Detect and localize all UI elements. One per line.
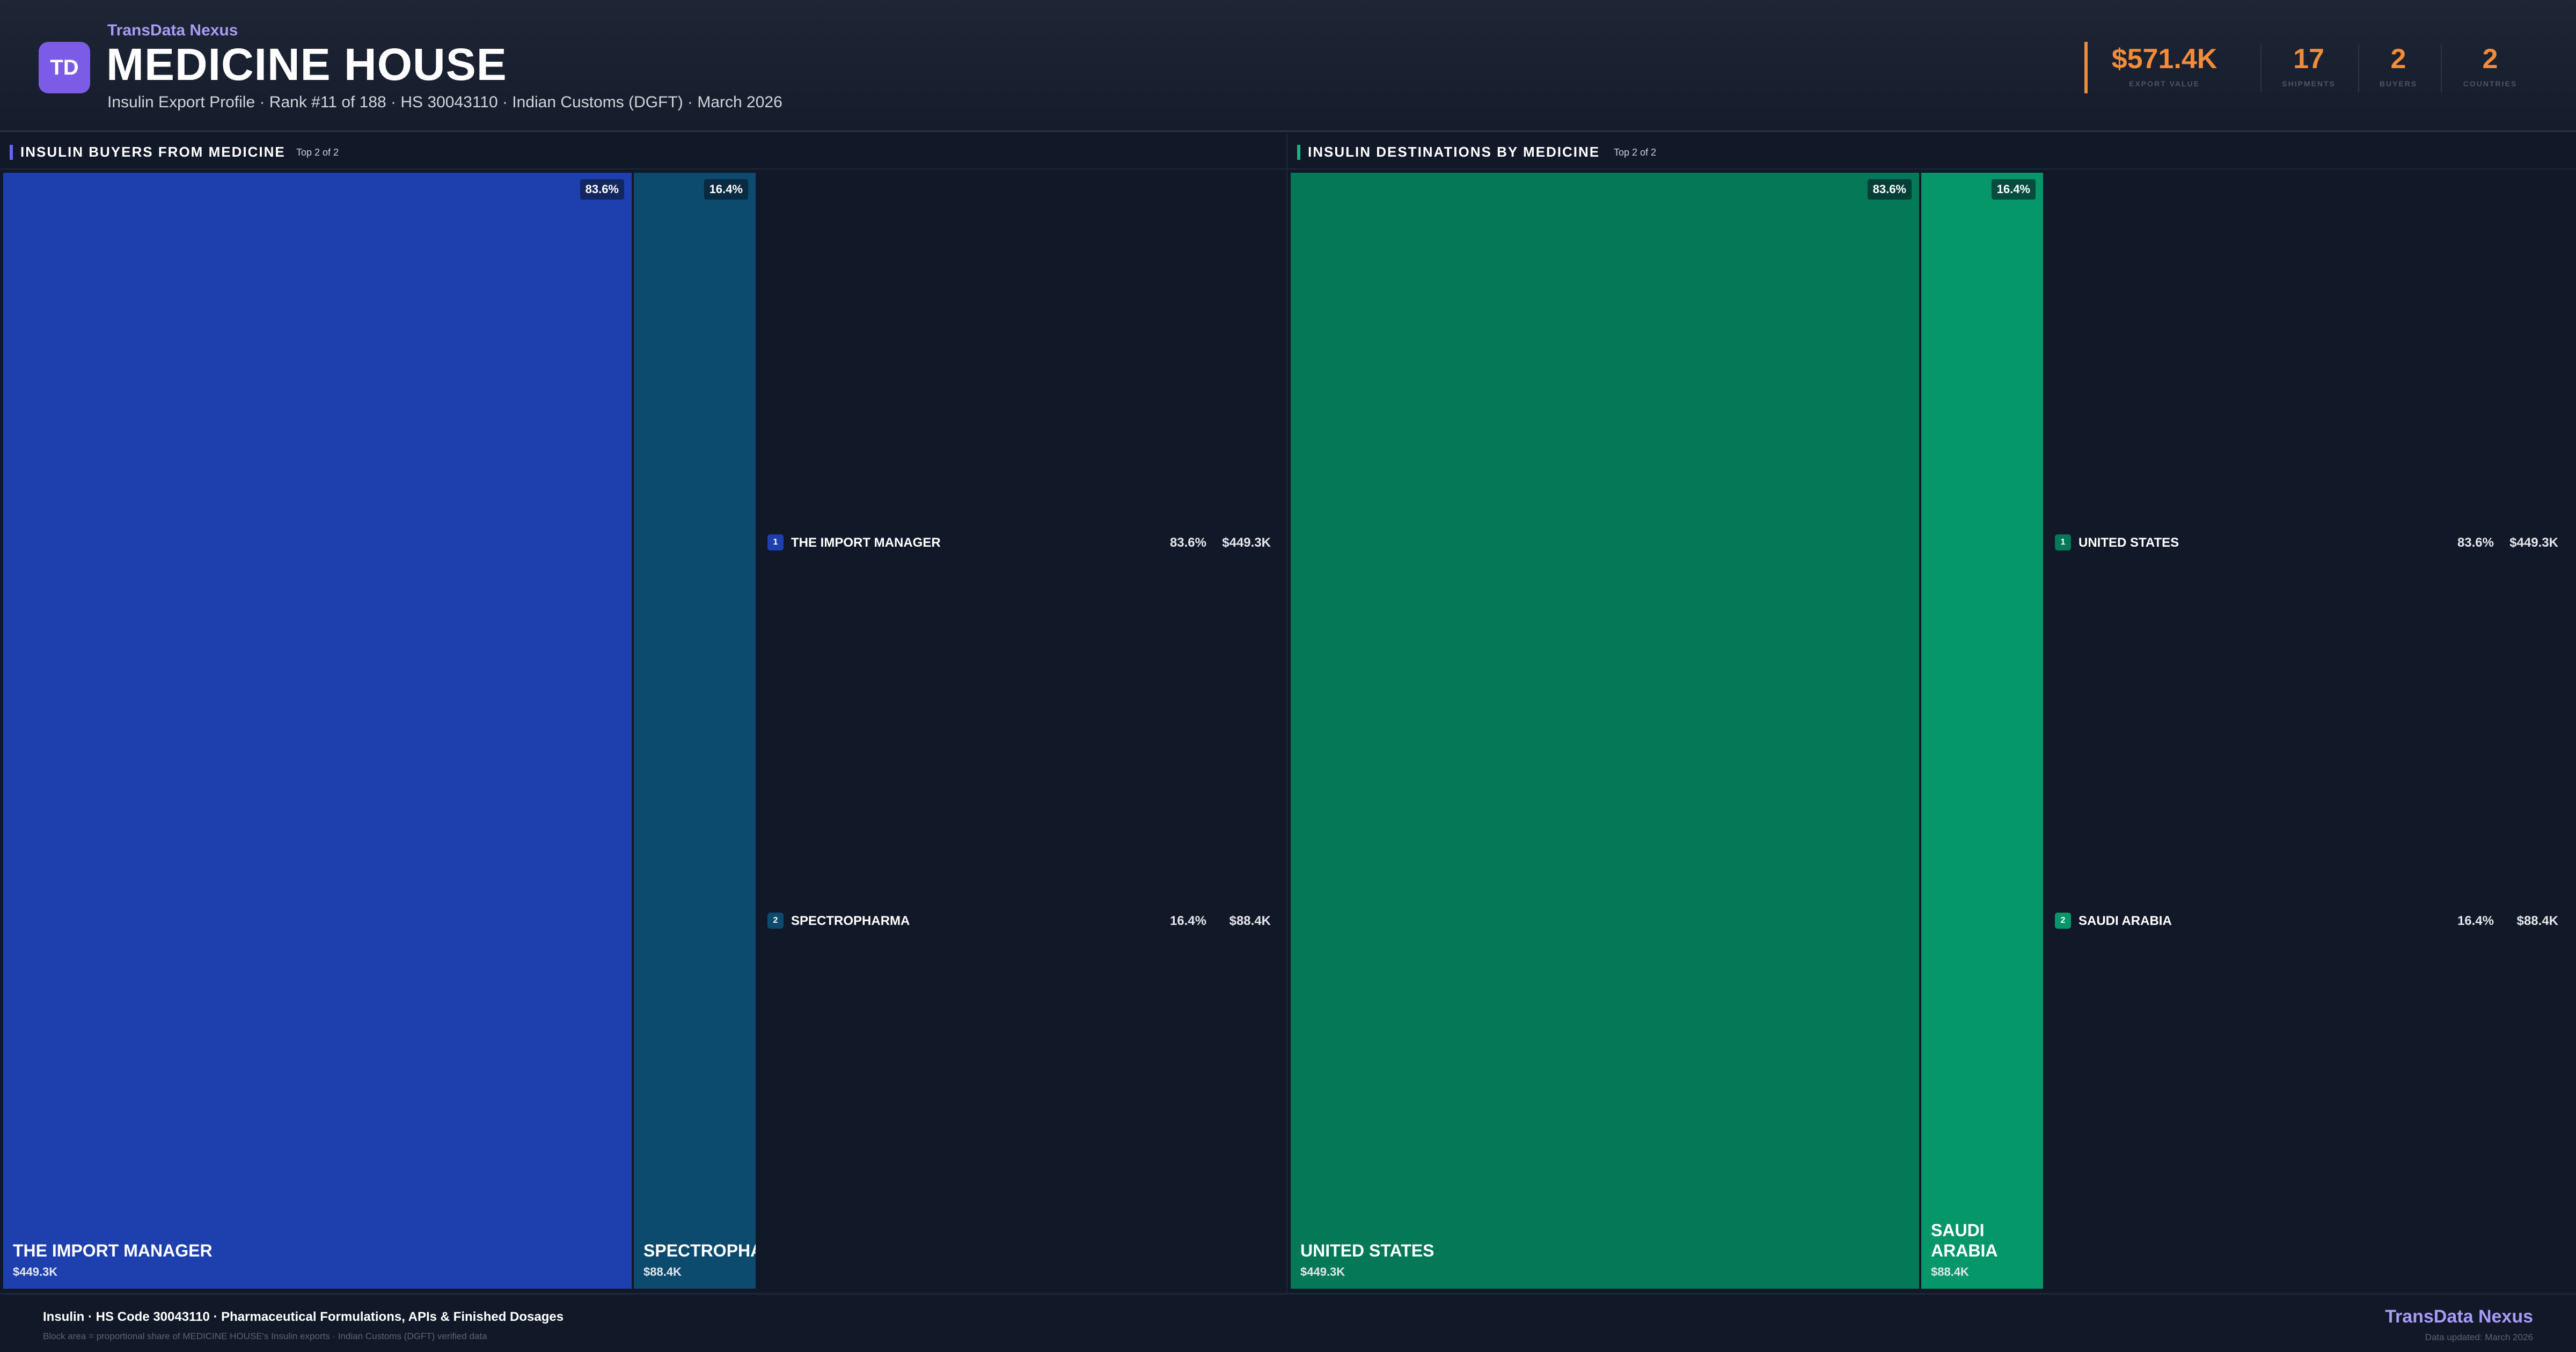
share-badge: 16.4% <box>1991 179 2036 200</box>
destination-block[interactable]: 83.6% UNITED STATES $449.3K <box>1291 173 1919 1289</box>
destinations-count-label: Top 2 of 2 <box>1614 147 1657 158</box>
rank-badge: 1 <box>767 534 784 550</box>
legend-name: SAUDI ARABIA <box>2079 914 2172 928</box>
legend-value: $449.3K <box>2509 535 2558 550</box>
block-label: THE IMPORT MANAGER <box>13 1241 213 1260</box>
legend-value: $88.4K <box>1229 914 1271 928</box>
destinations-panel-header: INSULIN DESTINATIONS BY MEDICINE Top 2 o… <box>1287 134 2576 170</box>
block-label: SPECTROPHA <box>643 1241 756 1260</box>
destinations-panel-title: INSULIN DESTINATIONS BY MEDICINE <box>1308 144 1600 160</box>
legend-name: SPECTROPHARMA <box>791 914 910 928</box>
buyers-accent-bar <box>10 145 13 160</box>
kpi-value: 2 <box>2390 43 2406 75</box>
share-badge: 83.6% <box>1867 179 1912 200</box>
kpi-shipments: 17 SHIPMENTS <box>2266 42 2352 93</box>
kpi-separator <box>2358 44 2359 92</box>
kpi-separator <box>2441 44 2442 92</box>
page-title: MEDICINE HOUSE <box>106 39 507 90</box>
footer-note: Block area = proportional share of MEDIC… <box>43 1331 487 1341</box>
legend-share: 83.6% <box>1169 535 1206 550</box>
buyers-panel-header: INSULIN BUYERS FROM MEDICINE Top 2 of 2 <box>0 134 1286 170</box>
rank-badge: 2 <box>767 913 784 929</box>
legend-share: 83.6% <box>2457 535 2494 550</box>
block-label: UNITED STATES <box>1300 1241 1435 1260</box>
footer-updated: Data updated: March 2026 <box>2425 1332 2533 1342</box>
footer-hs-code: Insulin · HS Code 30043110 · Pharmaceuti… <box>43 1310 564 1324</box>
buyer-legend-item[interactable]: 2 SPECTROPHARMA 16.4% $88.4K <box>767 909 1271 931</box>
legend-name: UNITED STATES <box>2079 535 2179 550</box>
rank-badge: 1 <box>2055 534 2071 550</box>
kpi-buyers: 2 BUYERS <box>2363 42 2433 93</box>
block-value: $449.3K <box>1300 1265 1345 1278</box>
block-value: $449.3K <box>13 1265 58 1278</box>
block-label: SAUDI ARABIA <box>1931 1221 1998 1260</box>
buyer-block[interactable]: 83.6% THE IMPORT MANAGER $449.3K <box>3 173 632 1289</box>
kpi-label: BUYERS <box>2379 79 2418 88</box>
kpi-separator <box>2260 44 2262 92</box>
kpi-value: 2 <box>2482 43 2498 75</box>
kpi-label: EXPORT VALUE <box>2129 79 2200 88</box>
rank-badge: 2 <box>2055 913 2071 929</box>
legend-share: 16.4% <box>1169 914 1206 928</box>
buyer-block[interactable]: 16.4% SPECTROPHA $88.4K <box>634 173 756 1289</box>
kpi-value: 17 <box>2293 43 2324 75</box>
page-subtitle: Insulin Export Profile · Rank #11 of 188… <box>107 93 782 111</box>
kpi-label: COUNTRIES <box>2463 79 2518 88</box>
legend-share: 16.4% <box>2457 914 2494 928</box>
legend-value: $449.3K <box>1222 535 1271 550</box>
kpi-accent-bar <box>2084 42 2088 93</box>
kpi-label: SHIPMENTS <box>2282 79 2336 88</box>
footer-brand[interactable]: TransData Nexus <box>2385 1306 2533 1327</box>
buyer-legend-item[interactable]: 1 THE IMPORT MANAGER 83.6% $449.3K <box>767 531 1271 553</box>
block-value: $88.4K <box>1931 1265 1969 1278</box>
legend-value: $88.4K <box>2516 914 2558 928</box>
share-badge: 83.6% <box>580 179 624 200</box>
destination-legend-item[interactable]: 1 UNITED STATES 83.6% $449.3K <box>2055 531 2558 553</box>
destinations-accent-bar <box>1297 145 1300 160</box>
buyers-panel-title: INSULIN BUYERS FROM MEDICINE <box>20 144 286 160</box>
destination-block[interactable]: 16.4% SAUDI ARABIA $88.4K <box>1921 173 2043 1289</box>
page-footer: Insulin · HS Code 30043110 · Pharmaceuti… <box>0 1293 2576 1352</box>
kpi-value: $571.4K <box>2111 43 2218 75</box>
block-value: $88.4K <box>643 1265 682 1278</box>
kpi-countries: 2 COUNTRIES <box>2447 42 2533 93</box>
legend-name: THE IMPORT MANAGER <box>791 535 941 550</box>
buyers-count-label: Top 2 of 2 <box>296 147 339 158</box>
destination-legend-item[interactable]: 2 SAUDI ARABIA 16.4% $88.4K <box>2055 909 2558 931</box>
page-header: TD TransData Nexus MEDICINE HOUSE Insuli… <box>0 0 2576 132</box>
panel-divider <box>1286 134 1287 1293</box>
share-badge: 16.4% <box>704 179 748 200</box>
kpi-export-value: $571.4K EXPORT VALUE <box>2108 42 2221 93</box>
brand-logo: TD <box>39 42 90 93</box>
brand-name[interactable]: TransData Nexus <box>107 21 238 39</box>
